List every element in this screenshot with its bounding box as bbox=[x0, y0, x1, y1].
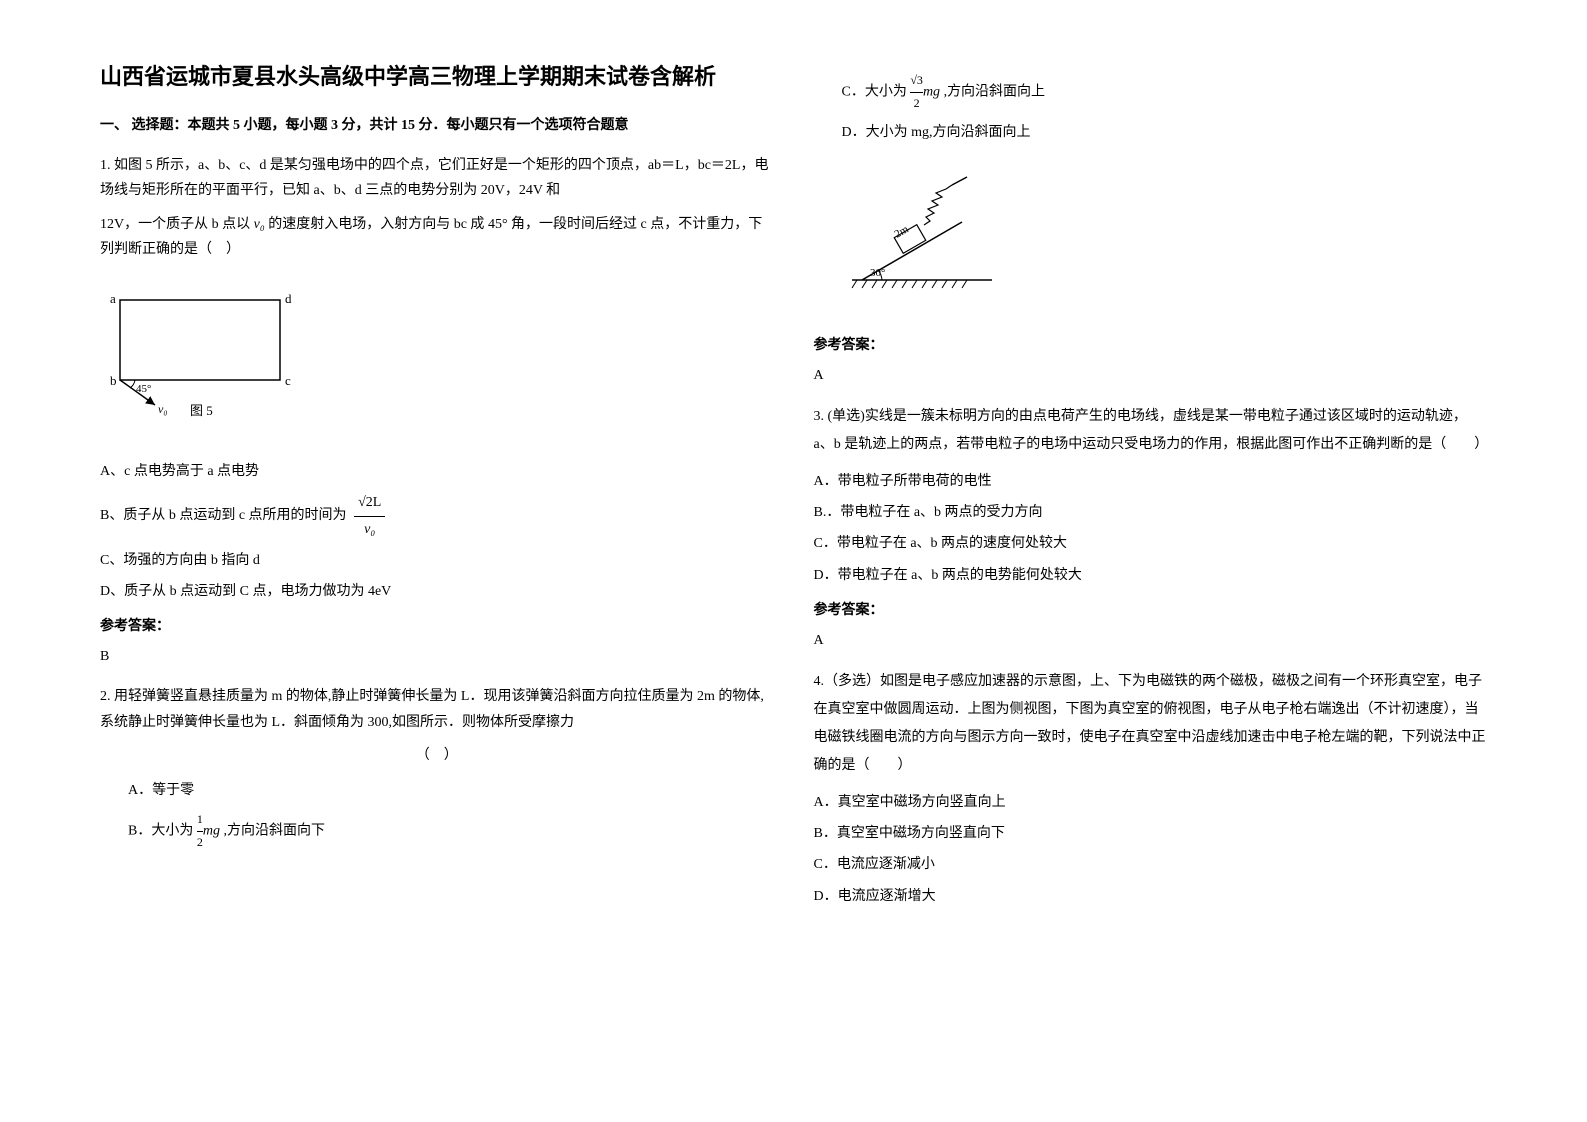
q4-option-a: A．真空室中磁场方向竖直向上 bbox=[814, 790, 1488, 815]
q2-answer: A bbox=[814, 363, 1488, 388]
q1-text-line2: 12V，一个质子从 b 点以 v₀ 的速度射入电场，入射方向与 bc 成 45°… bbox=[100, 212, 774, 262]
q4-text: 4.（多选）如图是电子感应加速器的示意图，上、下为电磁铁的两个磁极，磁极之间有一… bbox=[814, 668, 1488, 780]
doc-title: 山西省运城市夏县水头高级中学高三物理上学期期末试卷含解析 bbox=[100, 60, 774, 93]
q3-option-c: C．带电粒子在 a、b 两点的速度何处较大 bbox=[814, 531, 1488, 556]
figure-1: a d b c 45° v₀ 图 5 bbox=[100, 285, 300, 425]
q2-option-c: C．大小为 √3 2 mg ,方向沿斜面向上 bbox=[842, 70, 1488, 114]
q3-option-b: B.．带电粒子在 a、b 两点的受力方向 bbox=[814, 500, 1488, 525]
question-1: 1. 如图 5 所示，a、b、c、d 是某匀强电场中的四个点，它们正好是一个矩形… bbox=[100, 153, 774, 669]
fig1-label-b: b bbox=[110, 373, 117, 388]
q1-option-d: D、质子从 b 点运动到 C 点，电场力做功为 4eV bbox=[100, 579, 774, 604]
q3-answer-label: 参考答案： bbox=[814, 598, 1488, 623]
question-2: 2. 用轻弹簧竖直悬挂质量为 m 的物体,静止时弹簧伸长量为 L．现用该弹簧沿斜… bbox=[100, 684, 774, 853]
section-heading: 一、 选择题：本题共 5 小题，每小题 3 分，共计 15 分．每小题只有一个选… bbox=[100, 113, 774, 138]
q2-text: 2. 用轻弹簧竖直悬挂质量为 m 的物体,静止时弹簧伸长量为 L．现用该弹簧沿斜… bbox=[100, 684, 774, 734]
fig1-caption: 图 5 bbox=[190, 403, 213, 418]
q2-option-b: B．大小为 1 2 mg ,方向沿斜面向下 bbox=[128, 809, 774, 853]
q1-v0: v₀ bbox=[254, 217, 265, 232]
q4-option-c: C．电流应逐渐减小 bbox=[814, 852, 1488, 877]
figure-2: 2m 30° bbox=[842, 170, 1002, 300]
fig1-label-c: c bbox=[285, 373, 291, 388]
q2-paren: （ ） bbox=[100, 743, 774, 768]
fig1-angle: 45° bbox=[136, 383, 151, 395]
fig1-v0: v₀ bbox=[158, 402, 168, 416]
question-4: 4.（多选）如图是电子感应加速器的示意图，上、下为电磁铁的两个磁极，磁极之间有一… bbox=[814, 668, 1488, 909]
q4-option-b: B．真空室中磁场方向竖直向下 bbox=[814, 821, 1488, 846]
fig1-label-d: d bbox=[285, 291, 292, 306]
q3-option-d: D．带电粒子在 a、b 两点的电势能何处较大 bbox=[814, 563, 1488, 588]
q1-answer-label: 参考答案： bbox=[100, 614, 774, 639]
q1-text-line1: 1. 如图 5 所示，a、b、c、d 是某匀强电场中的四个点，它们正好是一个矩形… bbox=[100, 153, 774, 203]
question-3: 3. (单选)实线是一簇未标明方向的由点电荷产生的电场线，虚线是某一带电粒子通过… bbox=[814, 403, 1488, 653]
fig2-angle: 30° bbox=[870, 267, 885, 279]
q4-option-d: D．电流应逐渐增大 bbox=[814, 884, 1488, 909]
q3-answer: A bbox=[814, 628, 1488, 653]
q2-answer-label: 参考答案： bbox=[814, 333, 1488, 358]
q1-option-b: B、质子从 b 点运动到 c 点所用的时间为 √2L v₀ bbox=[100, 490, 774, 541]
q1-option-c: C、场强的方向由 b 指向 d bbox=[100, 548, 774, 573]
q2-option-d: D．大小为 mg,方向沿斜面向上 bbox=[842, 120, 1488, 145]
fig1-label-a: a bbox=[110, 291, 116, 306]
q1-angle: 45° bbox=[488, 217, 508, 232]
q1-answer: B bbox=[100, 644, 774, 669]
q3-text: 3. (单选)实线是一簇未标明方向的由点电荷产生的电场线，虚线是某一带电粒子通过… bbox=[814, 403, 1488, 459]
q3-option-a: A．带电粒子所带电荷的电性 bbox=[814, 469, 1488, 494]
q1-option-a: A、c 点电势高于 a 点电势 bbox=[100, 459, 774, 484]
q2-option-a: A．等于零 bbox=[128, 778, 774, 803]
